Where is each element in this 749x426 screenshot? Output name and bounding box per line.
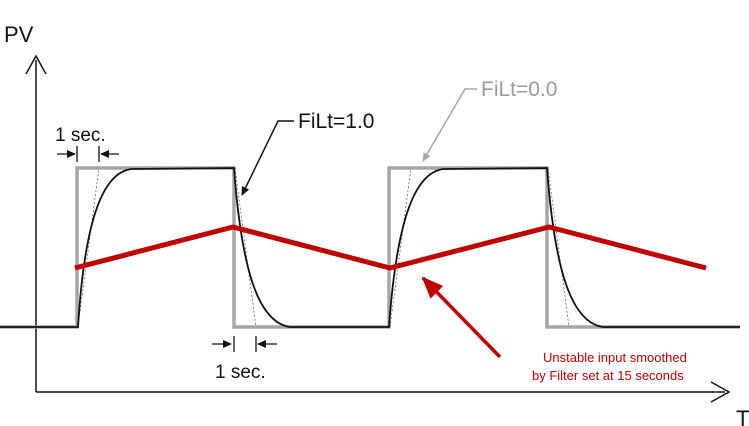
filt-1-label: FiLt=1.0 [298, 110, 374, 133]
one-sec-label-top: 1 sec. [55, 125, 106, 146]
filt-1-callout: FiLt=1.0 [241, 110, 374, 196]
filt-1-leader [241, 120, 294, 196]
y-axis-arrowhead [25, 54, 47, 75]
filt-0-leader [422, 88, 477, 162]
one-sec-label-bottom: 1 sec. [215, 362, 266, 383]
smoothed-signal [74, 224, 707, 271]
tangent-guide-1 [77, 167, 100, 328]
annotation-line-2: by Filter set at 15 seconds [532, 368, 684, 383]
filtered-response [0, 167, 740, 328]
filt-0-label: FiLt=0.0 [481, 78, 557, 101]
annotation-arrow [421, 276, 502, 359]
tangent-guides [77, 167, 570, 328]
one-sec-marker-bottom: 1 sec. [212, 336, 277, 383]
y-axis-label: PV [4, 22, 34, 47]
tangent-guide-3 [389, 167, 412, 328]
axes: PV T [4, 22, 749, 426]
one-sec-marker-top: 1 sec. [55, 125, 119, 162]
annotation-line-1: Unstable input smoothed [543, 350, 687, 365]
smoothing-annotation: Unstable input smoothed by Filter set at… [421, 276, 687, 383]
tangent-guide-2 [234, 167, 257, 328]
x-axis-arrowhead [710, 381, 731, 403]
tangent-guide-4 [547, 167, 570, 328]
x-axis-label: T [736, 406, 749, 426]
filt-0-callout: FiLt=0.0 [422, 78, 557, 162]
